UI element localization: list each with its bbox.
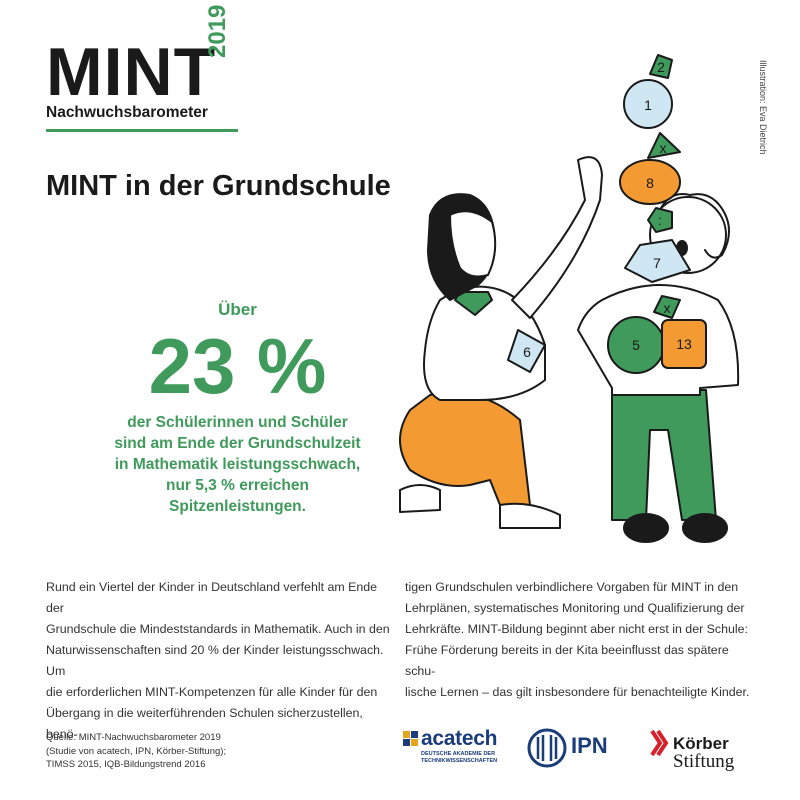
tile-x-top [647, 132, 681, 159]
body-line: lische Lernen – das gilt insbesondere fü… [405, 685, 750, 699]
tile-label: 5 [632, 337, 640, 353]
acatech-mark-icon [403, 731, 418, 746]
tile-label: 8 [646, 175, 654, 191]
body-line: tigen Grundschulen verbindlichere Vorgab… [405, 580, 739, 594]
stat-description-line: sind am Ende der Grundschulzeit [114, 435, 361, 452]
source-line: Quelle: MINT-Nachwuchsbarometer 2019 [46, 732, 221, 743]
tile-label: 13 [676, 336, 692, 352]
tile-colon [647, 207, 673, 233]
stat-block: Über 23 % der Schülerinnen und Schüler s… [95, 300, 380, 517]
body-column-right: tigen Grundschulen verbindlichere Vorgab… [405, 577, 750, 703]
body-line: die erforderlichen MINT-Kompetenzen für … [46, 685, 378, 699]
teacher-shirt [423, 285, 546, 401]
tile-8 [619, 159, 681, 205]
body-line: Frühe Förderung bereits in der Kita beei… [405, 643, 729, 678]
illustration-teacher-child: 2 1 x 8 : 7 x 6 5 13 [399, 54, 740, 543]
child-trousers [611, 389, 717, 521]
teacher-shoe-left [399, 484, 441, 513]
tile-label: : [658, 212, 662, 228]
stat-description-line: nur 5,3 % erreichen [165, 477, 309, 494]
stat-value: 23 % [148, 322, 327, 410]
tile-1 [623, 79, 673, 129]
tile-x-bottom [653, 295, 681, 319]
tile-6 [507, 329, 546, 373]
body-line: Rund ein Viertel der Kinder in Deutschla… [46, 580, 378, 615]
tile-label: 1 [644, 97, 652, 113]
stat-prefix: Über [218, 300, 257, 319]
brand-rule [46, 129, 238, 132]
tile-label: 6 [523, 344, 531, 360]
ipn-name: IPN [571, 733, 608, 758]
acatech-logo[interactable]: acatech DEUTSCHE AKADEMIE DER TECHNIKWIS… [403, 727, 497, 765]
tile-label: 2 [657, 59, 665, 75]
koerber-stiftung: Stiftung [673, 751, 735, 772]
stat-description-line: der Schülerinnen und Schüler [127, 414, 348, 431]
acatech-name: acatech [421, 727, 498, 750]
koerber-name: Körber [673, 734, 729, 753]
body-line: Grundschule die Mindeststandards in Math… [46, 622, 390, 636]
stat-description-line: Spitzenleistungen. [169, 498, 306, 515]
body-line: Übergang in die weiterführenden Schulen … [46, 706, 363, 741]
acatech-subline: DEUTSCHE AKADEMIE DER TECHNIKWISSENSCHAF… [421, 751, 498, 764]
tile-label: 7 [653, 255, 661, 271]
teacher-shoe-right [499, 502, 561, 529]
source-note: Quelle: MINT-Nachwuchsbarometer 2019 (St… [46, 731, 226, 772]
tile-label: x [660, 140, 667, 156]
stat-description: der Schülerinnen und Schüler sind am End… [95, 412, 380, 517]
tile-13 [661, 319, 707, 369]
koerber-mark-icon[interactable] [650, 729, 674, 757]
source-line: TIMSS 2015, IQB-Bildungstrend 2016 [46, 759, 206, 770]
child-shoe-left [623, 513, 669, 543]
ipn-logo-icon[interactable] [526, 727, 568, 769]
stat-description-line: in Mathematik leistungsschwach, [114, 456, 361, 473]
teacher-raised-arm [511, 156, 603, 319]
brand-logo-text: MINT [46, 34, 217, 110]
body-line: Lehrkräfte. MINT-Bildung beginnt aber ni… [405, 622, 748, 636]
body-line: Lehrplänen, systematisches Monitoring un… [405, 601, 745, 615]
source-line: (Studie von acatech, IPN, Körber-Stiftun… [46, 745, 227, 757]
page-title: MINT in der Grundschule [46, 170, 391, 202]
tile-7 [624, 239, 691, 283]
body-line: Naturwissenschaften sind 20 % der Kinder… [46, 643, 384, 678]
body-column-left: Rund ein Viertel der Kinder in Deutschla… [46, 577, 391, 745]
brand-subtitle: Nachwuchsbarometer [46, 104, 208, 121]
child-shoe-right [682, 513, 728, 543]
tile-label: x [664, 300, 671, 316]
brand-year: 2019 [204, 4, 231, 58]
tile-2 [649, 54, 673, 79]
teacher-face [449, 210, 497, 278]
